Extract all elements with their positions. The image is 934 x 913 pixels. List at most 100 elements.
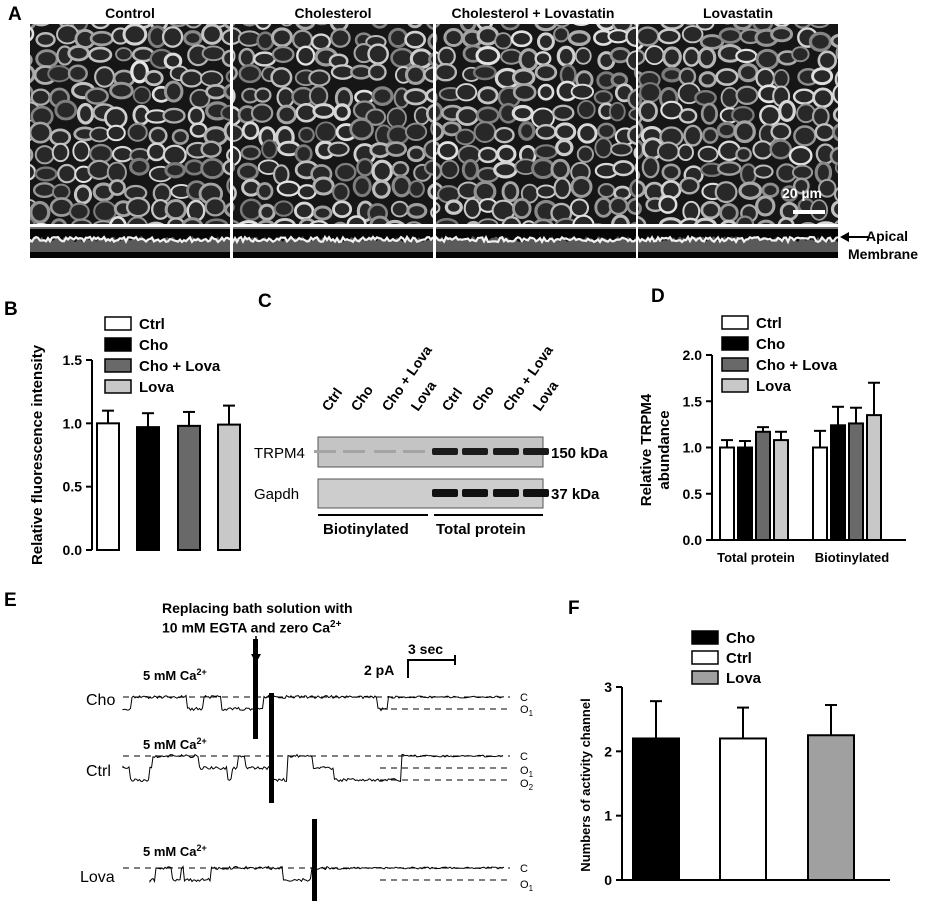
chart-f-legend-swatch-ctrl bbox=[691, 650, 719, 665]
trpm4-faint-band bbox=[374, 450, 396, 453]
chart-b-legend-swatch-cho bbox=[104, 337, 132, 352]
xz-texture bbox=[233, 227, 433, 252]
chart-d-legend-label-lova: Lova bbox=[756, 378, 792, 395]
cell-texture bbox=[30, 24, 230, 224]
chart-d-y-tick-label: 0.0 bbox=[683, 532, 703, 548]
apical-label: Apical bbox=[866, 228, 909, 244]
xz-section-cholesterol bbox=[233, 227, 433, 258]
chart-f-legend-label-cho: Cho bbox=[726, 630, 755, 647]
scale-bar bbox=[793, 210, 825, 214]
cell-texture bbox=[638, 24, 838, 224]
gapdh-band bbox=[432, 489, 458, 497]
chart-d-legend-label-cho-lova: Cho + Lova bbox=[756, 357, 838, 374]
panel-a-title-lovastatin: Lovastatin bbox=[702, 5, 773, 21]
scale-time-label: 3 sec bbox=[408, 641, 443, 657]
xz-texture bbox=[638, 227, 838, 252]
chart-f-legend-swatch-lova bbox=[691, 670, 719, 685]
chart-b-legend-label-cho: Cho bbox=[139, 337, 168, 354]
chart-f-bar-ctrl bbox=[719, 737, 767, 882]
panel-b-label: B bbox=[4, 299, 18, 320]
trpm4-faint-band bbox=[314, 450, 336, 453]
chart-d-bar-cho-lova-total-protein bbox=[755, 430, 771, 541]
chart-b-ylabel: Relative fluorescence intensity bbox=[29, 344, 46, 565]
scale-bar-label: 20 µm bbox=[782, 185, 822, 201]
chart-d-y-tick-label: 1.0 bbox=[683, 440, 703, 456]
chart-d-legend-label-cho: Cho bbox=[756, 336, 785, 353]
blot-row-label-gapdh: Gapdh bbox=[254, 486, 299, 503]
panel-d-label: D bbox=[651, 286, 665, 307]
trpm4-band bbox=[523, 448, 549, 455]
gapdh-band bbox=[523, 489, 549, 497]
chart-f-y-tick-label: 3 bbox=[604, 679, 612, 695]
xz-texture bbox=[436, 227, 636, 252]
chart-d-bar-cho-total-protein bbox=[737, 446, 753, 541]
trace-cho-level-c: C bbox=[520, 692, 528, 704]
chart-d-legend-swatch-cho bbox=[721, 336, 749, 351]
trace-lova-perfusion-artifact bbox=[312, 819, 317, 901]
chart-d-bar-ctrl-biotinylated bbox=[812, 446, 828, 541]
chart-d-y-tick-label: 2.0 bbox=[683, 347, 703, 363]
trace-ctrl-perfusion-artifact bbox=[269, 693, 274, 803]
blot-row-label-trpm4: TRPM4 bbox=[254, 445, 305, 462]
panel-a-title-cholesterol-lovastatin: Cholesterol + Lovastatin bbox=[451, 5, 615, 21]
trace-ctrl-condition-label: 5 mM Ca2+ bbox=[143, 736, 207, 752]
chart-f-legend-swatch-cho bbox=[691, 630, 719, 645]
scale-current-label: 2 pA bbox=[364, 662, 394, 678]
chart-d-bar-cho-lova-biotinylated bbox=[848, 422, 864, 542]
cell-texture bbox=[233, 24, 433, 224]
chart-b-legend-label-lova: Lova bbox=[139, 379, 175, 396]
chart-b-bar-ctrl bbox=[96, 422, 120, 552]
chart-f-bar-cho bbox=[632, 737, 680, 882]
blot-kda-150: 150 kDa bbox=[551, 445, 608, 462]
trace-ctrl-current-trace bbox=[122, 753, 504, 783]
chart-b-y-tick-label: 0.5 bbox=[63, 479, 83, 495]
chart-d-y-tick-label: 0.5 bbox=[683, 486, 703, 502]
trace-scale-bar bbox=[407, 659, 455, 678]
chart-d-legend-swatch-lova bbox=[721, 378, 749, 393]
chart-d-bar-ctrl-total-protein bbox=[719, 446, 735, 541]
chart-f-ylabel: Numbers of activity channel bbox=[578, 698, 593, 871]
trace-cho-current-trace bbox=[122, 694, 505, 712]
trace-lova-level-c: C bbox=[520, 863, 528, 875]
trace-cho-perfusion-artifact bbox=[253, 639, 258, 739]
xz-section-control bbox=[30, 227, 230, 258]
micrograph-control bbox=[30, 24, 230, 224]
chart-b-legend-swatch-ctrl bbox=[104, 316, 132, 331]
panel-a-title-control: Control bbox=[105, 5, 155, 21]
chart-b-y-tick-label: 1.0 bbox=[63, 415, 83, 431]
blot-group-biotinylated: Biotinylated bbox=[323, 521, 409, 538]
chart-d-ylabel-line2: abundance bbox=[656, 410, 673, 489]
chart-b-legend-label-cho-lova: Cho + Lova bbox=[139, 358, 221, 375]
chart-b-bar-cho-lova bbox=[177, 424, 201, 551]
chart-f-legend-label-lova: Lova bbox=[726, 670, 762, 687]
chart-f-y-tick-label: 1 bbox=[604, 808, 612, 824]
chart-b-y-tick-label: 1.5 bbox=[63, 352, 83, 368]
xz-section-lovastatin bbox=[638, 227, 838, 258]
panel-e-annotation-line1: Replacing bath solution with bbox=[162, 600, 353, 616]
trpm4-band bbox=[432, 448, 458, 455]
trace-name-cho: Cho bbox=[86, 692, 115, 709]
trace-cho-condition-label: 5 mM Ca2+ bbox=[143, 667, 207, 683]
chart-d-xlabel-total-protein: Total protein bbox=[717, 550, 795, 565]
panel-f-label: F bbox=[568, 598, 580, 619]
cell-texture bbox=[436, 24, 636, 224]
chart-b-bar-cho bbox=[136, 426, 160, 551]
chart-b-legend-swatch-lova bbox=[104, 379, 132, 394]
chart-f-y-tick-label: 0 bbox=[604, 872, 612, 888]
chart-b-bar-lova bbox=[217, 423, 241, 552]
chart-b-legend-label-ctrl: Ctrl bbox=[139, 316, 165, 333]
panel-c-label: C bbox=[258, 291, 272, 312]
chart-d-bar-lova-biotinylated bbox=[866, 414, 882, 541]
gapdh-band bbox=[462, 489, 488, 497]
chart-d-legend-swatch-ctrl bbox=[721, 315, 749, 330]
trace-ctrl-level-c: C bbox=[520, 751, 528, 763]
gapdh-band bbox=[493, 489, 519, 497]
micrograph-lovastatin bbox=[638, 24, 838, 224]
trace-lova-condition-label: 5 mM Ca2+ bbox=[143, 843, 207, 859]
chart-f-legend-label-ctrl: Ctrl bbox=[726, 650, 752, 667]
